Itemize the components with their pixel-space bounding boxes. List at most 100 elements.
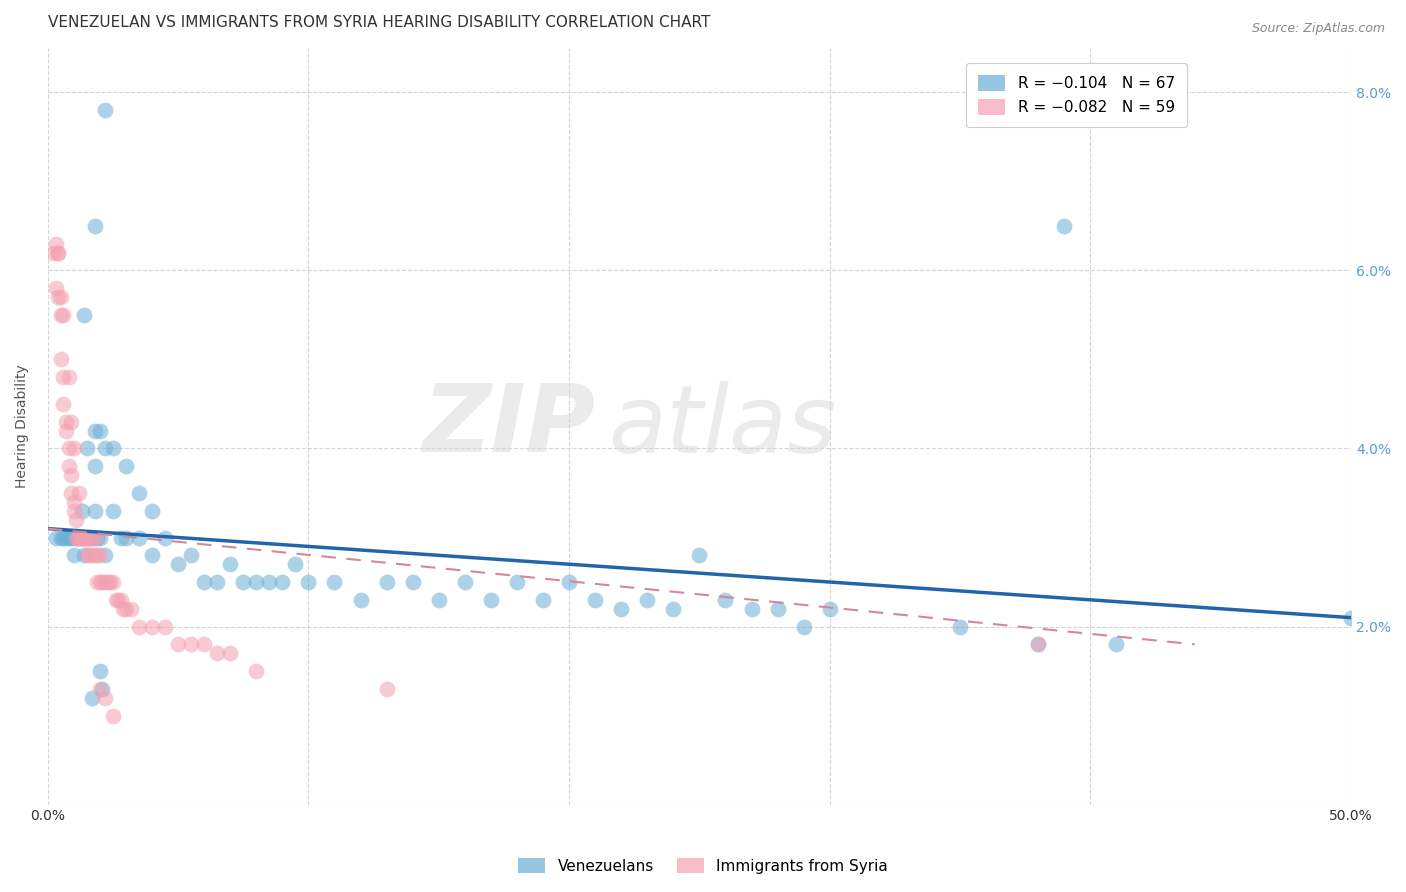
Point xyxy=(52,308,75,322)
Point xyxy=(349,592,371,607)
Point xyxy=(112,601,135,615)
Point xyxy=(89,531,111,545)
Point xyxy=(80,531,103,545)
Point xyxy=(83,219,105,233)
Point xyxy=(323,575,346,590)
Point xyxy=(83,424,105,438)
Point xyxy=(67,531,90,545)
Point xyxy=(63,442,86,456)
Point xyxy=(52,531,75,545)
Point xyxy=(65,531,87,545)
Point xyxy=(79,549,101,563)
Legend: Venezuelans, Immigrants from Syria: Venezuelans, Immigrants from Syria xyxy=(512,852,894,880)
Point xyxy=(70,531,93,545)
Point xyxy=(94,442,117,456)
Point xyxy=(479,592,502,607)
Point xyxy=(1105,637,1128,651)
Legend: R = −0.104   N = 67, R = −0.082   N = 59: R = −0.104 N = 67, R = −0.082 N = 59 xyxy=(966,63,1187,127)
Text: atlas: atlas xyxy=(609,381,837,472)
Point xyxy=(67,531,90,545)
Text: VENEZUELAN VS IMMIGRANTS FROM SYRIA HEARING DISABILITY CORRELATION CHART: VENEZUELAN VS IMMIGRANTS FROM SYRIA HEAR… xyxy=(48,15,710,30)
Point xyxy=(193,637,215,651)
Point xyxy=(79,531,101,545)
Point xyxy=(375,575,398,590)
Point xyxy=(97,575,120,590)
Point xyxy=(58,459,80,474)
Point xyxy=(55,415,77,429)
Point xyxy=(167,637,190,651)
Point xyxy=(120,601,142,615)
Point xyxy=(65,531,87,545)
Point xyxy=(98,575,121,590)
Point xyxy=(101,708,124,723)
Point xyxy=(94,575,117,590)
Point xyxy=(128,619,150,633)
Point xyxy=(73,549,96,563)
Point xyxy=(79,531,101,545)
Point xyxy=(49,531,72,545)
Point xyxy=(949,619,972,633)
Point xyxy=(115,601,138,615)
Point xyxy=(167,558,190,572)
Point xyxy=(46,290,69,304)
Point xyxy=(63,504,86,518)
Point xyxy=(793,619,815,633)
Point xyxy=(662,601,685,615)
Point xyxy=(205,575,228,590)
Point xyxy=(60,415,83,429)
Point xyxy=(205,646,228,660)
Text: ZIP: ZIP xyxy=(422,380,595,472)
Point xyxy=(101,504,124,518)
Point xyxy=(76,531,98,545)
Point xyxy=(49,308,72,322)
Point xyxy=(245,575,267,590)
Point xyxy=(63,549,86,563)
Point xyxy=(67,486,90,500)
Point xyxy=(60,468,83,483)
Point xyxy=(219,558,242,572)
Point xyxy=(766,601,789,615)
Point xyxy=(1026,637,1049,651)
Point xyxy=(153,531,176,545)
Point xyxy=(60,486,83,500)
Point xyxy=(128,531,150,545)
Point xyxy=(104,592,127,607)
Point xyxy=(427,592,450,607)
Point xyxy=(83,504,105,518)
Point xyxy=(67,531,90,545)
Point xyxy=(80,690,103,705)
Point xyxy=(245,664,267,678)
Point xyxy=(49,352,72,367)
Point xyxy=(70,504,93,518)
Point xyxy=(86,575,108,590)
Point xyxy=(193,575,215,590)
Point xyxy=(128,486,150,500)
Point xyxy=(558,575,581,590)
Point xyxy=(80,549,103,563)
Point xyxy=(1026,637,1049,651)
Point xyxy=(583,592,606,607)
Point xyxy=(94,690,117,705)
Point xyxy=(219,646,242,660)
Point xyxy=(65,513,87,527)
Point xyxy=(42,245,65,260)
Point xyxy=(58,370,80,384)
Point xyxy=(506,575,529,590)
Point xyxy=(610,601,633,615)
Point xyxy=(1053,219,1076,233)
Point xyxy=(73,531,96,545)
Point xyxy=(714,592,737,607)
Point xyxy=(259,575,281,590)
Point xyxy=(688,549,710,563)
Point xyxy=(73,531,96,545)
Point xyxy=(89,575,111,590)
Point xyxy=(271,575,294,590)
Point xyxy=(73,308,96,322)
Point xyxy=(58,442,80,456)
Point xyxy=(45,531,67,545)
Point xyxy=(115,459,138,474)
Point xyxy=(46,245,69,260)
Point xyxy=(86,549,108,563)
Point xyxy=(531,592,554,607)
Point xyxy=(180,637,202,651)
